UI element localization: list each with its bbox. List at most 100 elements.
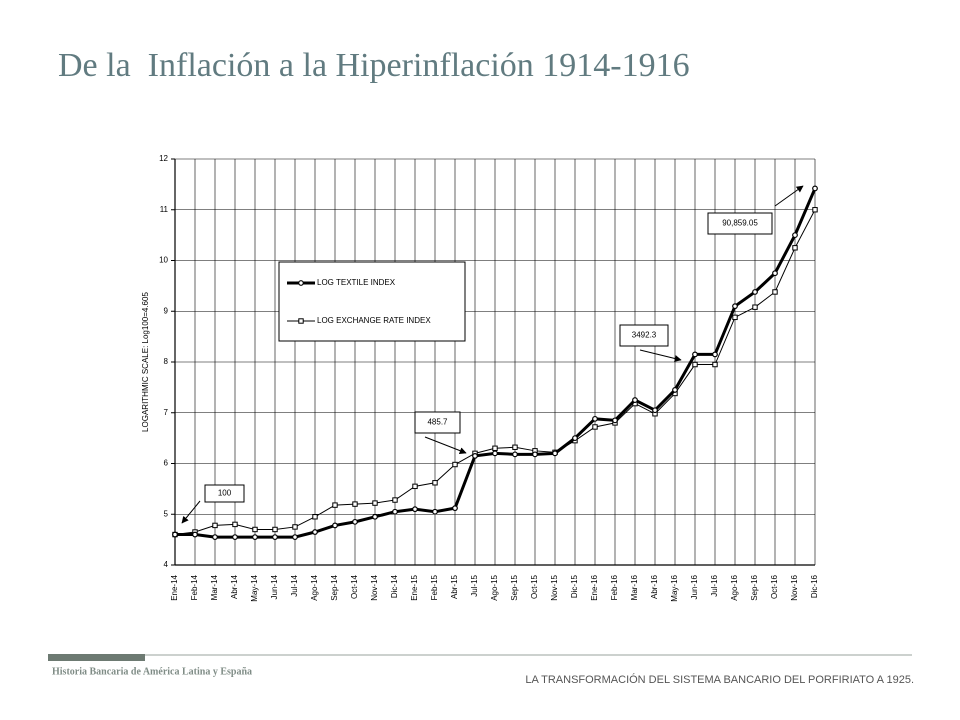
point [212, 534, 218, 540]
point [712, 351, 718, 358]
point [432, 480, 438, 486]
point [492, 450, 498, 457]
annotation-box [707, 212, 773, 235]
point [652, 407, 658, 414]
y-tick-label: 9 [164, 306, 169, 315]
point [792, 245, 798, 251]
x-tick-label: Feb-15 [430, 574, 439, 600]
footer-bar [48, 654, 145, 661]
point [592, 415, 598, 422]
point [392, 508, 398, 515]
point [292, 534, 298, 540]
y-tick-label: 7 [164, 408, 169, 417]
x-tick-label: Dic-16 [810, 574, 819, 598]
point [252, 526, 258, 533]
point [712, 361, 718, 368]
y-axis-label: LOGARITHMIC SCALE: Log100=4.605 [141, 292, 150, 432]
point [672, 387, 678, 393]
x-tick-label: Jul-15 [470, 574, 479, 596]
x-tick-label: Jul-14 [290, 574, 299, 596]
point [752, 304, 758, 310]
point [352, 518, 358, 525]
point [312, 529, 318, 535]
point [172, 531, 178, 538]
point [298, 280, 304, 286]
y-tick-label: 11 [160, 205, 169, 214]
legend-box [278, 261, 466, 342]
annotation-arrow [424, 436, 467, 454]
annotation: 90,859.05 [722, 219, 758, 228]
annotation-arrow [774, 185, 804, 207]
annotation: 100 [218, 489, 232, 498]
x-tick-label: Ene-16 [590, 574, 599, 600]
y-tick-label: 8 [164, 357, 169, 366]
point [272, 526, 278, 533]
point [692, 361, 698, 368]
annotation-box [204, 484, 245, 503]
point [252, 534, 258, 540]
point [592, 424, 598, 430]
x-tick-label: Mar-14 [210, 574, 219, 600]
point [372, 513, 378, 520]
point [812, 207, 818, 213]
footer-left: Historia Bancaria de América Latina y Es… [52, 666, 252, 677]
x-tick-label: Ago-14 [310, 574, 319, 600]
point [552, 450, 558, 457]
x-tick-label: Jun-14 [270, 574, 279, 599]
point [272, 534, 278, 540]
point [532, 451, 538, 458]
chart: 4 5 6 7 8 9 10 11 12 Ene-14 Feb-14 Mar-14 Abr-14 May-… [141, 154, 819, 602]
point [752, 289, 758, 295]
x-tick-label: Ene-14 [170, 574, 179, 600]
point [332, 522, 338, 529]
point [292, 524, 298, 530]
point [452, 505, 458, 512]
x-tick-label: Nov-16 [790, 574, 799, 600]
annotation-box [619, 324, 669, 347]
slide-title: De la Inflación a la Hiperinflación 1914… [58, 47, 690, 84]
y-tick-label: 4 [164, 560, 169, 569]
x-tick-label: Jun-16 [690, 574, 699, 599]
point [452, 461, 458, 468]
legend-label: LOG TEXTILE INDEX [317, 278, 396, 287]
point [732, 314, 738, 321]
point [512, 444, 518, 450]
legend-label: LOG EXCHANGE RATE INDEX [317, 316, 431, 325]
annotation-arrow [639, 349, 682, 362]
point [612, 417, 618, 424]
x-tick-label: Mar-16 [630, 574, 639, 600]
x-tick-label: Feb-16 [610, 574, 619, 600]
y-tick-label: 10 [159, 256, 168, 265]
annotation-arrow [181, 500, 201, 524]
x-tick-label: May-14 [250, 574, 259, 601]
point [512, 451, 518, 458]
point [812, 185, 818, 192]
x-tick-label: Sep-16 [750, 574, 759, 600]
point [792, 232, 798, 239]
y-tick-label: 12 [159, 154, 168, 163]
point [392, 497, 398, 503]
x-tick-label: Ene-15 [410, 574, 419, 600]
point [298, 318, 304, 324]
point [232, 534, 238, 540]
point [212, 522, 218, 529]
x-tick-label: Ago-15 [490, 574, 499, 600]
point [472, 452, 478, 459]
x-tick-label: Oct-15 [530, 574, 539, 599]
point [772, 289, 778, 295]
x-tick-label: Sep-14 [330, 574, 339, 600]
point [772, 270, 778, 277]
annotation-box [414, 411, 461, 434]
annotation: 485.7 [427, 418, 448, 427]
point [572, 435, 578, 442]
annotation: 3492.3 [632, 331, 657, 340]
footer-right: LA TRANSFORMACIÓN DEL SISTEMA BANCARIO D… [525, 673, 914, 686]
x-tick-label: Oct-16 [770, 574, 779, 599]
x-tick-label: Abr-15 [450, 574, 459, 599]
point [312, 514, 318, 520]
point [432, 508, 438, 515]
point [412, 506, 418, 513]
x-tick-label: Oct-14 [350, 574, 359, 599]
x-tick-label: Sep-15 [510, 574, 519, 600]
point [332, 502, 338, 508]
